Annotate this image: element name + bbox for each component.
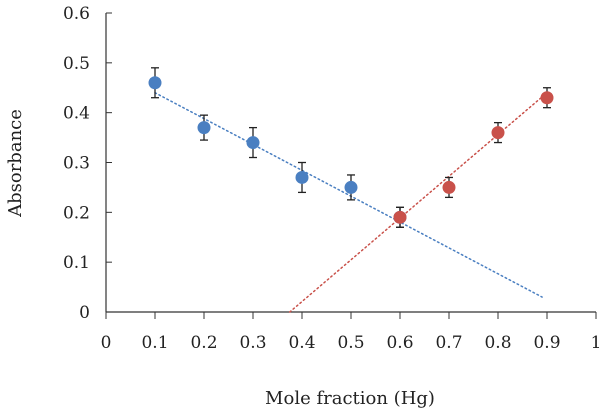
data-point-series-1 <box>148 76 162 90</box>
x-tick-label: 0.7 <box>435 333 462 353</box>
data-point-series-2 <box>491 126 505 140</box>
y-tick-label: 0.4 <box>63 104 90 124</box>
x-axis-title: Mole fraction (Hg) <box>265 388 435 409</box>
x-tick-label: 0.8 <box>484 333 511 353</box>
x-tick-label: 1 <box>591 333 600 353</box>
x-tick-label: 0.9 <box>533 333 560 353</box>
y-axis-title: Absorbance <box>5 109 26 218</box>
x-tick-label: 0.5 <box>337 333 364 353</box>
x-tick-label: 0.3 <box>239 333 266 353</box>
data-point-series-1 <box>344 180 358 194</box>
x-tick-label: 0.6 <box>386 333 413 353</box>
data-point-series-2 <box>442 180 456 194</box>
y-tick-label: 0.3 <box>63 154 90 174</box>
y-tick-label: 0.1 <box>63 253 90 273</box>
y-tick-label: 0 <box>79 303 90 323</box>
y-tick-label: 0.6 <box>63 4 90 24</box>
y-tick-label: 0.2 <box>63 203 90 223</box>
data-point-series-1 <box>246 136 260 150</box>
data-points <box>148 76 554 224</box>
data-point-series-1 <box>295 170 309 184</box>
x-tick-label: 0.1 <box>141 333 168 353</box>
x-tick-label: 0.2 <box>190 333 217 353</box>
x-tick-label: 0.4 <box>288 333 315 353</box>
trendlines <box>154 91 548 313</box>
y-tick-label: 0.5 <box>63 54 90 74</box>
data-point-series-1 <box>197 121 211 135</box>
error-bars <box>151 67 551 228</box>
data-point-series-2 <box>540 91 554 105</box>
trendline-2 <box>289 91 548 313</box>
trendline-1 <box>154 91 543 298</box>
x-tick-label: 0 <box>101 333 112 353</box>
data-point-series-2 <box>393 210 407 224</box>
axes <box>105 12 597 319</box>
tick-labels: 0 0.1 0.2 0.3 0.4 0.5 0.6 0 0.1 0.2 0.3 0.4 0.5 0.6 0.… <box>63 4 600 353</box>
